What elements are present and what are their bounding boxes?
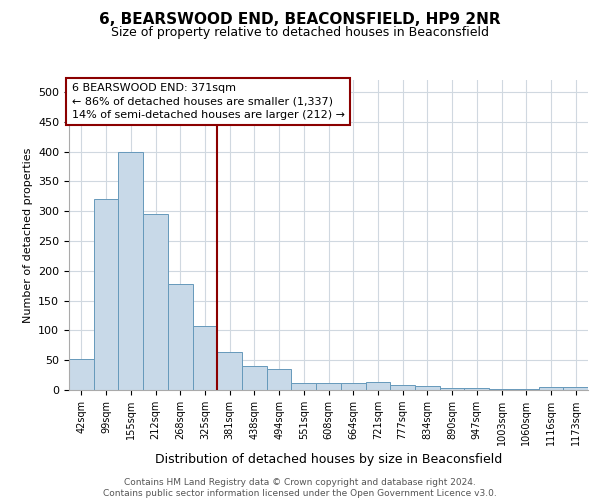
Bar xyxy=(292,384,316,390)
Bar xyxy=(94,199,118,390)
Bar xyxy=(464,388,489,390)
Bar xyxy=(539,387,563,390)
Bar xyxy=(143,214,168,390)
Bar xyxy=(514,389,539,390)
Bar xyxy=(390,384,415,390)
Bar xyxy=(489,389,514,390)
Y-axis label: Number of detached properties: Number of detached properties xyxy=(23,148,32,322)
Bar xyxy=(168,284,193,390)
Bar xyxy=(316,384,341,390)
X-axis label: Distribution of detached houses by size in Beaconsfield: Distribution of detached houses by size … xyxy=(155,454,502,466)
Bar xyxy=(242,366,267,390)
Bar xyxy=(69,359,94,390)
Bar xyxy=(440,388,464,390)
Text: Size of property relative to detached houses in Beaconsfield: Size of property relative to detached ho… xyxy=(111,26,489,39)
Bar xyxy=(341,384,365,390)
Bar xyxy=(415,386,440,390)
Bar xyxy=(193,326,217,390)
Text: 6 BEARSWOOD END: 371sqm
← 86% of detached houses are smaller (1,337)
14% of semi: 6 BEARSWOOD END: 371sqm ← 86% of detache… xyxy=(71,83,344,120)
Bar xyxy=(217,352,242,390)
Text: Contains HM Land Registry data © Crown copyright and database right 2024.
Contai: Contains HM Land Registry data © Crown c… xyxy=(103,478,497,498)
Bar xyxy=(365,382,390,390)
Bar xyxy=(267,369,292,390)
Bar xyxy=(563,387,588,390)
Text: 6, BEARSWOOD END, BEACONSFIELD, HP9 2NR: 6, BEARSWOOD END, BEACONSFIELD, HP9 2NR xyxy=(99,12,501,28)
Bar xyxy=(118,152,143,390)
